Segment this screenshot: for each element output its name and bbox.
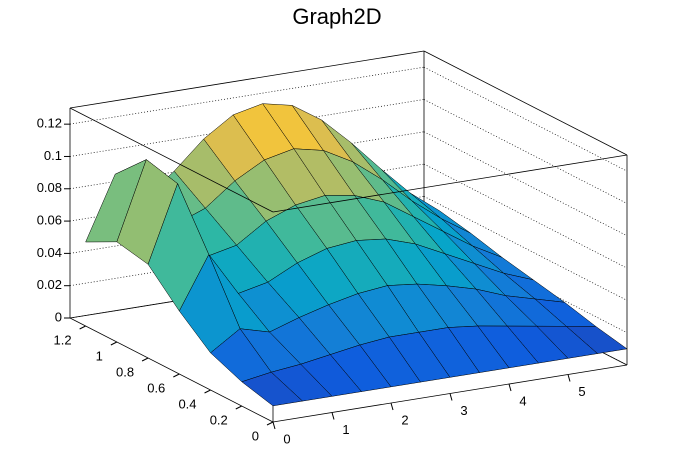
x-tick [272,421,276,430]
grid-line [423,196,628,301]
grid-line [423,99,628,204]
chart-title: Graph2D [292,4,381,29]
x-tick-label: 5 [578,384,585,399]
y-tick-label: 1 [96,348,103,363]
surface-cell [241,371,304,407]
y-tick-label: 0.6 [147,380,165,395]
y-tick-label: 0.8 [116,364,134,379]
y-tick [204,389,211,394]
z-tick-label: 0.12 [37,116,62,131]
z-tick-label: 0.06 [37,213,62,228]
x-tick-label: 3 [460,403,467,418]
z-tick-label: 0.08 [37,180,62,195]
y-tick-label: 0 [252,428,259,443]
y-tick [110,341,118,346]
x-tick [449,393,453,401]
z-tick-label: 0 [55,309,62,324]
box-edge [69,107,274,213]
box-edge [272,154,628,213]
y-tick [266,421,274,426]
x-tick [390,402,394,411]
y-tick-label: 0.4 [178,396,196,411]
grid-line [423,66,628,172]
y-tick [235,405,242,410]
x-tick [508,383,512,392]
grid-line [423,163,628,269]
z-tick-label: 0.02 [37,277,62,292]
y-tick [173,373,180,378]
x-tick [331,412,335,420]
x-tick-label: 2 [401,412,408,427]
y-tick [79,325,86,330]
y-tick [141,357,149,362]
x-tick [567,374,571,382]
x-tick-label: 4 [519,393,526,408]
z-tick-label: 0.04 [37,245,62,260]
box-edge [69,50,425,109]
grid-line [423,131,628,237]
y-tick-label: 1.2 [54,332,72,347]
x-tick-label: 0 [283,431,290,446]
z-tick-label: 0.1 [44,148,62,163]
box-edge [423,50,628,156]
y-tick-label: 0.2 [210,412,228,427]
x-tick-label: 1 [342,422,349,437]
y-axis [69,317,274,423]
